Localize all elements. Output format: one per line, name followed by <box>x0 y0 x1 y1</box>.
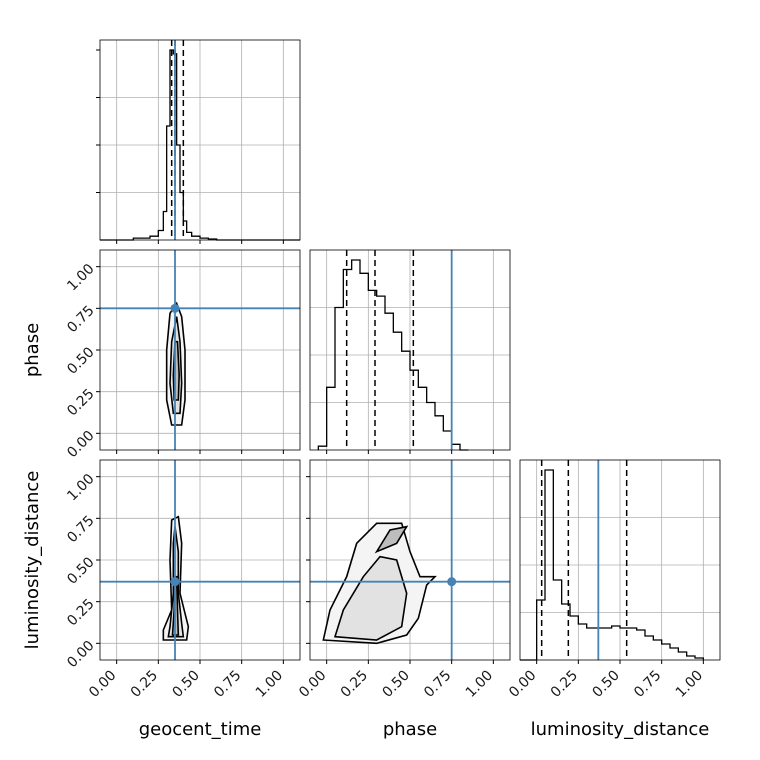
density-contour <box>374 525 409 554</box>
x-tick-label: 0.75 <box>211 668 244 701</box>
density-contour <box>333 555 408 641</box>
histogram-step-line <box>520 469 704 661</box>
x-tick-label: 0.50 <box>589 668 622 701</box>
histogram-step-line <box>100 49 300 241</box>
y-tick-label: 0.25 <box>64 386 97 419</box>
x-tick-label: 0.00 <box>86 668 119 701</box>
y-tick-label: 1.00 <box>64 471 97 504</box>
truth-point <box>447 577 457 587</box>
x-tick-label: 0.25 <box>548 668 581 701</box>
x-tick-label: 0.25 <box>128 668 161 701</box>
y-tick-label: 0.25 <box>64 596 97 629</box>
truth-point <box>170 303 180 313</box>
x-tick-label: 0.50 <box>379 668 412 701</box>
y-tick-label: 0.75 <box>64 303 97 336</box>
x-tick-label: 1.00 <box>463 668 496 701</box>
histogram-geocent-time <box>96 39 301 244</box>
truth-point <box>170 577 180 587</box>
y-tick-label: 0.00 <box>64 428 97 461</box>
y-tick-label: 0.00 <box>64 638 97 671</box>
y-tick-label: 0.75 <box>64 513 97 546</box>
density-phase-vs-luminosity-distance: 0.00 0.25 0.50 0.75 1.00 <box>296 459 511 701</box>
x-tick-label: 0.50 <box>169 668 202 701</box>
x-tick-label: 1.00 <box>253 668 286 701</box>
x-tick-label: 0.75 <box>631 668 664 701</box>
histogram-step-line <box>317 259 469 451</box>
y-axis-label-luminosity-distance: luminosity_distance <box>22 471 43 650</box>
y-tick-label: 1.00 <box>64 261 97 294</box>
x-axis-label-luminosity-distance: luminosity_distance <box>531 719 710 740</box>
histogram-phase <box>309 249 511 454</box>
x-axis-label-geocent-time: geocent_time <box>139 719 262 740</box>
y-tick-label: 0.50 <box>64 554 97 587</box>
x-tick-label: 0.00 <box>506 668 539 701</box>
x-axis-label-phase: phase <box>383 719 437 740</box>
y-axis-label-phase: phase <box>22 323 43 377</box>
y-tick-label: 0.50 <box>64 344 97 377</box>
x-tick-label: 0.75 <box>421 668 454 701</box>
x-tick-label: 0.00 <box>296 668 329 701</box>
x-tick-label: 0.25 <box>338 668 371 701</box>
histogram-luminosity-distance: 0.00 0.25 0.50 0.75 1.00 <box>506 459 721 701</box>
x-tick-label: 1.00 <box>673 668 706 701</box>
density-geocent-time-vs-phase: 0.00 0.25 0.50 0.75 1.00 <box>64 249 301 461</box>
density-geocent-time-vs-luminosity-distance: 0.00 0.25 0.50 0.75 1.000.000.250.500.751.00 <box>64 459 301 701</box>
